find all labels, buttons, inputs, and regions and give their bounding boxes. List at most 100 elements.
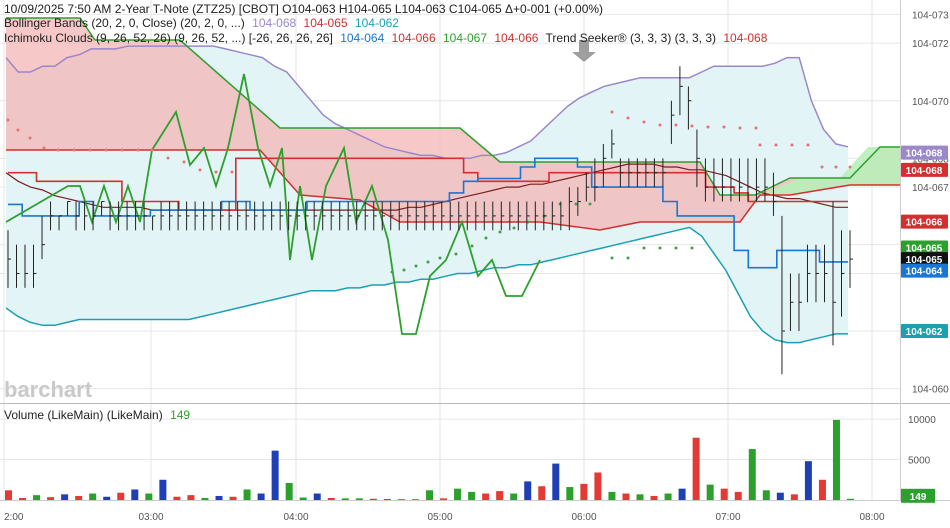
trend-dot-red [16,128,20,132]
price-bar [16,244,20,288]
volume-bar [566,487,574,500]
price-tag-bg [901,324,948,339]
volume-bar [818,479,826,500]
price-tag: 104-066 [901,214,948,229]
price-bar [237,201,241,231]
price-bar [594,158,598,202]
price-tag: 104-065 [901,252,948,266]
trend-dot-green [470,244,474,248]
price-bar [696,129,700,188]
volume-bar [678,488,686,500]
volume-bar [215,495,223,500]
trend-dot-red [42,146,46,150]
price-bar [441,201,445,231]
trend-dot-green [426,260,430,264]
volume-legend[interactable]: Volume (LikeMain) (LikeMain) 149 [4,408,194,422]
price-tag-bg [901,145,948,160]
price-bar [432,201,437,231]
price-tag-bg [901,252,948,267]
trend-dot-red [658,123,662,127]
time-tick-label: 06:00 [571,512,596,523]
price-bar [364,201,369,231]
trend-dot-red [56,148,60,152]
ichimoku-legend[interactable]: Ichimoku Clouds (9, 26, 52, 26) (9, 26, … [4,31,771,45]
volume-bars [5,419,854,500]
time-tick-label: 2:00 [4,512,24,523]
volume-bar [19,497,27,500]
price-tag: 104-062 [901,324,948,339]
volume-bar [468,491,476,500]
price-bar [721,158,726,202]
trend-seeker-label: Trend Seeker® (3, 3, 3) (3, 3, 3) [545,31,717,45]
price-bar [58,215,63,231]
trend-dot-red [104,148,108,152]
tenkan-line [8,157,848,269]
price-bar [152,215,156,231]
price-bar [781,215,785,375]
price-bar [653,158,658,188]
trend-dot-red [834,165,838,169]
price-bar [543,201,547,231]
price-bar [211,201,216,231]
trend-dot-red [214,170,218,174]
price-bar [169,201,173,231]
bollinger-middle-line [5,163,848,211]
trend-dot-red [610,110,614,114]
price-bar [500,201,505,231]
time-tick-label: 05:00 [427,512,452,523]
volume-bar [720,488,728,500]
price-bar [628,158,632,188]
watermark: barchart [4,377,93,402]
volume-label: Volume (LikeMain) (LikeMain) [4,408,163,422]
price-bar [390,201,394,231]
price-bar [126,201,131,231]
volume-bar [33,495,41,500]
volume-tag-text: 149 [910,492,927,503]
price-bar [483,201,488,231]
price-bar [509,201,513,231]
volume-bar [299,497,307,500]
price-bar [143,201,148,231]
price-bar [611,129,615,159]
price-bar [177,201,182,231]
trend-dot-red [150,148,154,152]
volume-bar [776,492,784,500]
volume-bar [496,491,504,500]
price-bar [798,273,802,332]
price-bar [645,158,649,188]
volume-bar [650,495,658,500]
trend-dot-red [120,148,124,152]
bollinger-legend[interactable]: Bollinger Bands (20, 2, 0, Close) (20, 2… [4,16,403,30]
volume-bar [692,437,700,500]
volume-bar [706,484,714,500]
price-bar [636,158,641,188]
price-bar [41,215,46,260]
price-bar [339,201,343,231]
price-tag-bg [901,263,948,278]
trend-dot-red [6,118,10,122]
volume-bar [608,491,616,500]
time-tick-label: 04:00 [283,512,308,523]
bollinger-upper-line [5,45,849,160]
price-bar [330,201,335,231]
trend-dot-red [72,148,76,152]
price-bar [568,187,573,231]
price-tag-text: 104-065 [906,255,943,266]
bollinger-lower-value: 104-062 [354,16,399,30]
trend-dot-red [722,125,726,129]
trend-dot-red [626,116,630,120]
volume-bar [131,489,139,500]
price-bar [526,201,530,231]
price-tag-bg [901,240,948,255]
trend-dot-red [166,156,170,160]
volume-bar [369,498,377,500]
volume-tick-label: 5000 [908,456,931,467]
price-bar [407,201,411,231]
price-bar [322,201,326,231]
price-bar [254,201,258,231]
volume-bar [117,492,125,500]
volume-bar [397,499,405,500]
price-tags: 104-068104-068104-066104-065104-065104-0… [901,145,948,503]
price-tag: 104-068 [901,162,948,177]
volume-bar [5,490,12,500]
